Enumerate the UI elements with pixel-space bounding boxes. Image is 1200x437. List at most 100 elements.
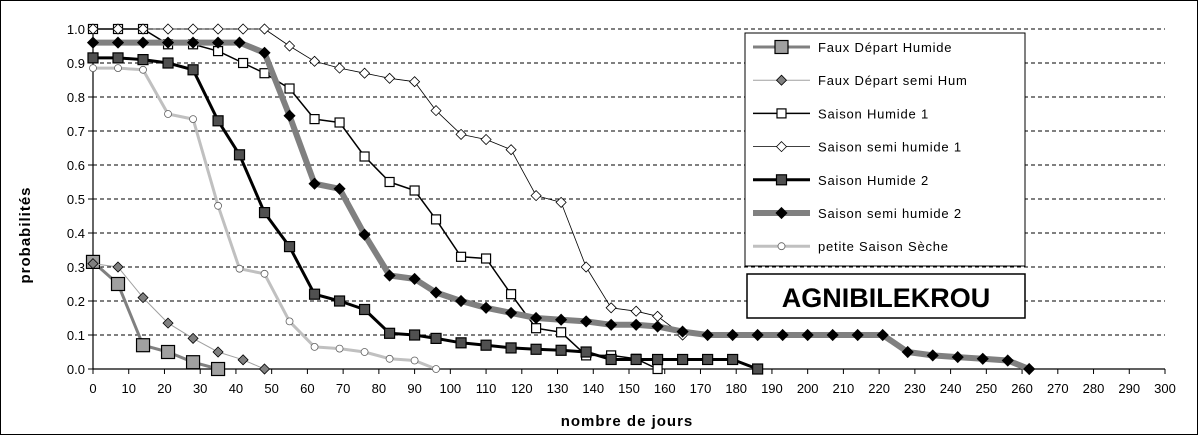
x-tick-label: 290 [1118,381,1140,396]
y-tick-label: 0.5 [67,192,85,207]
series-saison-semi-humide-2 [86,36,1036,376]
data-point-saison-humide-1 [259,68,270,79]
x-tick-label: 260 [1011,381,1033,396]
x-tick-label: 130 [547,381,569,396]
data-point-saison-humide-1 [409,185,420,196]
data-point-faux-depart-semi-hum [112,261,124,273]
data-point-saison-humide-2 [258,207,271,219]
data-point-saison-semi-humide-1 [652,310,664,322]
data-point-petite-saison-seche [139,65,147,74]
data-point-saison-semi-humide-2 [408,272,421,285]
data-point-saison-semi-humide-1 [555,196,567,208]
data-point-petite-saison-seche [114,64,122,72]
y-tick-label: 1.0 [67,22,85,37]
data-point-faux-depart-humide [185,355,201,370]
data-point-saison-humide-2 [630,353,642,366]
data-point-saison-semi-humide-1 [430,105,442,117]
series-line-saison-humide-2 [93,56,759,371]
legend-item-saison-semi-humide-2: Saison semi humide 2 [753,206,961,221]
x-tick-label: 300 [1154,381,1176,396]
data-point-saison-semi-humide-2 [111,36,125,49]
data-point-petite-saison-seche [214,201,222,210]
data-point-saison-humide-2 [233,149,246,161]
x-tick-label: 10 [121,381,135,396]
data-point-saison-humide-1 [359,151,370,162]
data-point-saison-humide-1 [530,323,542,334]
legend-label: Faux Départ semi Hum [818,73,968,88]
data-point-saison-humide-2 [676,353,689,366]
data-point-saison-humide-2 [187,64,199,76]
data-point-saison-semi-humide-1 [580,261,592,273]
data-point-saison-humide-2 [480,339,492,351]
data-point-saison-humide-2 [651,353,664,366]
data-point-saison-humide-2 [333,295,346,307]
data-point-saison-humide-2 [212,115,224,127]
data-point-faux-depart-semi-hum [258,363,271,375]
data-point-saison-humide-2 [430,332,442,344]
data-point-saison-humide-2 [455,337,467,349]
data-point-saison-semi-humide-1 [409,76,421,88]
data-point-saison-semi-humide-2 [480,301,493,314]
data-point-saison-humide-2 [752,363,764,375]
data-point-petite-saison-seche [285,317,294,326]
data-point-saison-semi-humide-2 [233,36,246,49]
x-axis-label: nombre de jours [561,413,694,430]
data-point-faux-depart-semi-hum [162,317,174,329]
data-point-faux-depart-semi-hum [212,346,224,358]
x-tick-label: 200 [797,381,819,396]
x-tick-label: 140 [582,381,604,396]
y-tick-label: 0.4 [67,226,85,241]
x-tick-label: 90 [407,381,421,396]
data-point-saison-humide-2 [358,303,371,316]
data-point-saison-humide-2 [87,52,99,64]
y-tick-label: 0.9 [67,56,85,71]
data-point-saison-semi-humide-2 [901,345,914,359]
x-tick-label: 210 [833,381,855,396]
data-point-faux-depart-humide [135,338,151,353]
data-point-saison-semi-humide-1 [505,144,517,156]
y-tick-label: 0.8 [67,90,85,105]
data-point-saison-humide-2 [308,288,321,300]
data-point-saison-semi-humide-1 [605,302,617,314]
y-tick-label: 0.0 [67,362,85,377]
data-point-saison-semi-humide-2 [876,328,889,342]
x-tick-label: 240 [940,381,962,396]
x-tick-label: 80 [372,381,386,396]
data-point-saison-semi-humide-1 [455,128,467,140]
grid-lines [93,28,1165,336]
data-point-saison-semi-humide-2 [505,306,518,319]
data-point-faux-depart-semi-hum [187,332,199,344]
legend-label: Saison Humide 1 [818,106,929,121]
series-faux-depart-humide [85,254,226,377]
data-point-saison-semi-humide-2 [454,294,468,308]
data-point-saison-semi-humide-2 [701,328,714,342]
data-point-saison-semi-humide-1 [258,23,271,35]
data-point-saison-semi-humide-2 [283,109,296,122]
data-point-saison-semi-humide-2 [308,177,321,190]
data-point-petite-saison-seche [360,348,369,356]
data-point-saison-humide-2 [727,353,739,366]
x-tick-label: 190 [761,381,783,396]
data-point-saison-semi-humide-1 [87,23,99,35]
legend-item-petite-saison-seche: petite Saison Sèche [753,239,948,254]
data-point-saison-humide-1 [430,214,442,225]
data-point-saison-semi-humide-1 [384,72,396,84]
data-point-saison-semi-humide-2 [429,286,443,299]
data-point-faux-depart-semi-hum [237,354,249,366]
data-point-saison-humide-1 [455,251,467,262]
x-tick-label: 60 [300,381,314,396]
x-tick-label: 40 [229,381,243,396]
data-point-petite-saison-seche [260,269,269,278]
data-point-saison-semi-humide-2 [751,328,764,342]
data-point-saison-humide-2 [112,52,124,64]
data-point-saison-humide-2 [505,342,517,354]
x-tick-label: 50 [264,381,278,396]
x-tick-label: 70 [336,381,350,396]
data-point-saison-semi-humide-2 [333,182,346,195]
data-point-saison-semi-humide-2 [826,328,839,342]
series-line-petite-saison-seche [93,66,437,371]
data-point-saison-humide-2 [530,343,542,355]
series-saison-semi-humide-1 [87,23,689,341]
data-point-saison-semi-humide-2 [258,46,271,59]
